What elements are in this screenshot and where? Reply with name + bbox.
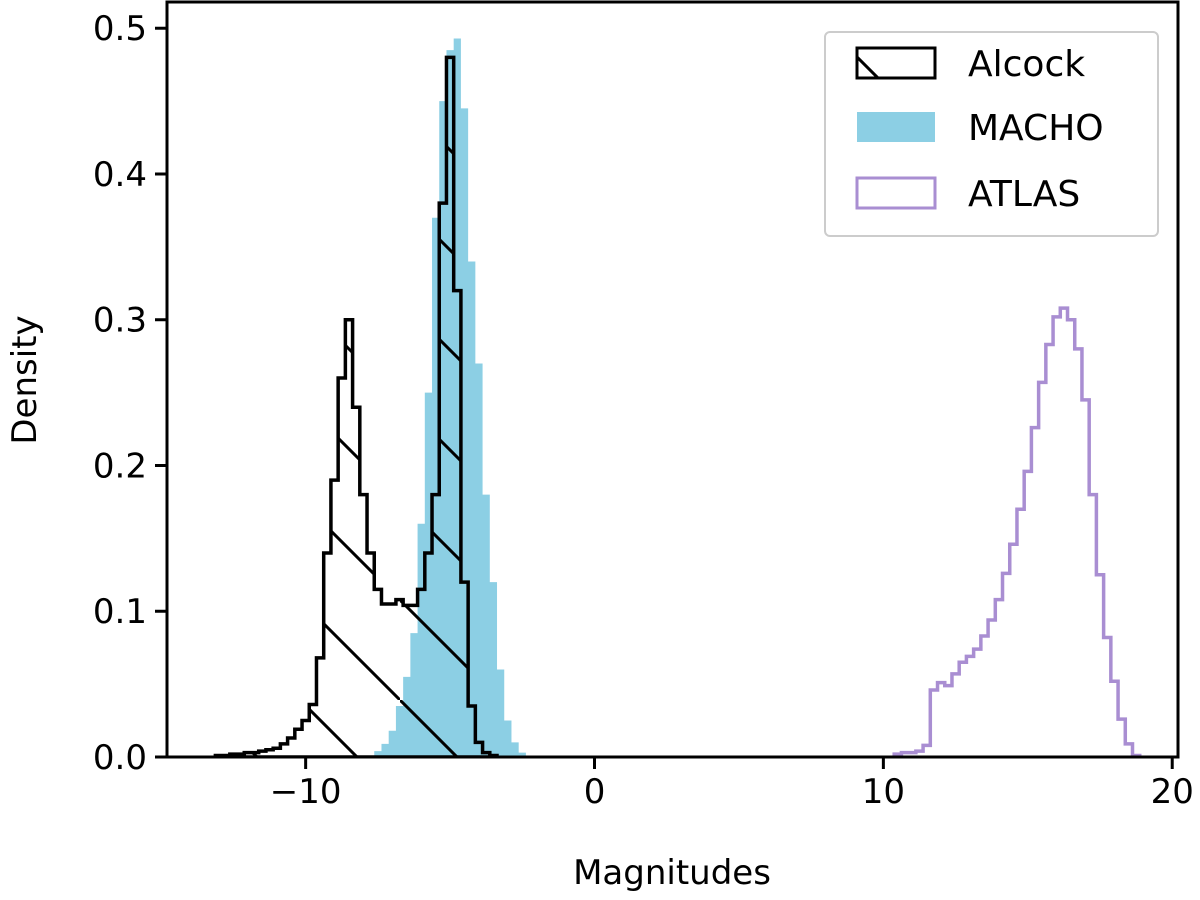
histogram-bin — [945, 686, 952, 757]
histogram-bin — [1060, 308, 1067, 757]
histogram-bin — [981, 636, 988, 757]
histogram-bin — [1075, 349, 1082, 757]
y-tick-label: 0.2 — [93, 446, 147, 486]
histogram-bin — [1017, 509, 1024, 757]
x-tick-label: 10 — [862, 772, 905, 812]
y-tick-label: 0.3 — [93, 301, 147, 341]
y-tick-label: 0.4 — [93, 155, 147, 195]
histogram-bin — [1039, 382, 1046, 757]
histogram-alcock-step — [213, 55, 499, 757]
y-tick-label: 0.1 — [93, 592, 147, 632]
legend-item-atlas: ATLAS — [855, 174, 1080, 215]
histogram-bin — [1046, 345, 1053, 757]
y-tick-label: 0.5 — [93, 9, 147, 49]
x-tick-label: 20 — [1151, 772, 1194, 812]
histogram-bin — [988, 620, 995, 757]
series-alcock — [213, 55, 499, 757]
histogram-bin — [938, 683, 945, 757]
legend: Alcock MACHO ATLAS — [824, 31, 1159, 237]
histogram-bin — [995, 600, 1002, 757]
x-tick-label: 0 — [584, 772, 606, 812]
y-tick-label: 0.0 — [93, 738, 147, 778]
histogram-bin — [966, 656, 973, 757]
histogram-bin — [1068, 320, 1075, 757]
legend-label-atlas: ATLAS — [968, 174, 1080, 215]
y-axis-label: Density — [5, 315, 45, 444]
histogram-bin — [1031, 428, 1038, 757]
axes-frame — [165, 0, 1180, 759]
histogram-bin — [959, 662, 966, 757]
histogram-bin — [1053, 317, 1060, 757]
histogram-bin — [1024, 471, 1031, 757]
histogram-bin — [1010, 544, 1017, 757]
histogram-bin — [974, 649, 981, 757]
legend-swatch-atlas — [855, 176, 937, 210]
legend-frame — [824, 31, 1159, 237]
legend-label-alcock: Alcock — [968, 44, 1085, 85]
legend-item-alcock: Alcock — [855, 44, 1085, 85]
series-atlas — [892, 306, 1142, 757]
legend-swatch-alcock — [855, 46, 937, 80]
legend-swatch-macho — [857, 112, 935, 142]
legend-label-macho: MACHO — [968, 108, 1104, 149]
x-axis-label: Magnitudes — [573, 853, 771, 893]
x-tick-label: −10 — [270, 772, 342, 812]
legend-item-macho: MACHO — [857, 108, 1104, 149]
histogram-atlas-step — [892, 306, 1142, 757]
